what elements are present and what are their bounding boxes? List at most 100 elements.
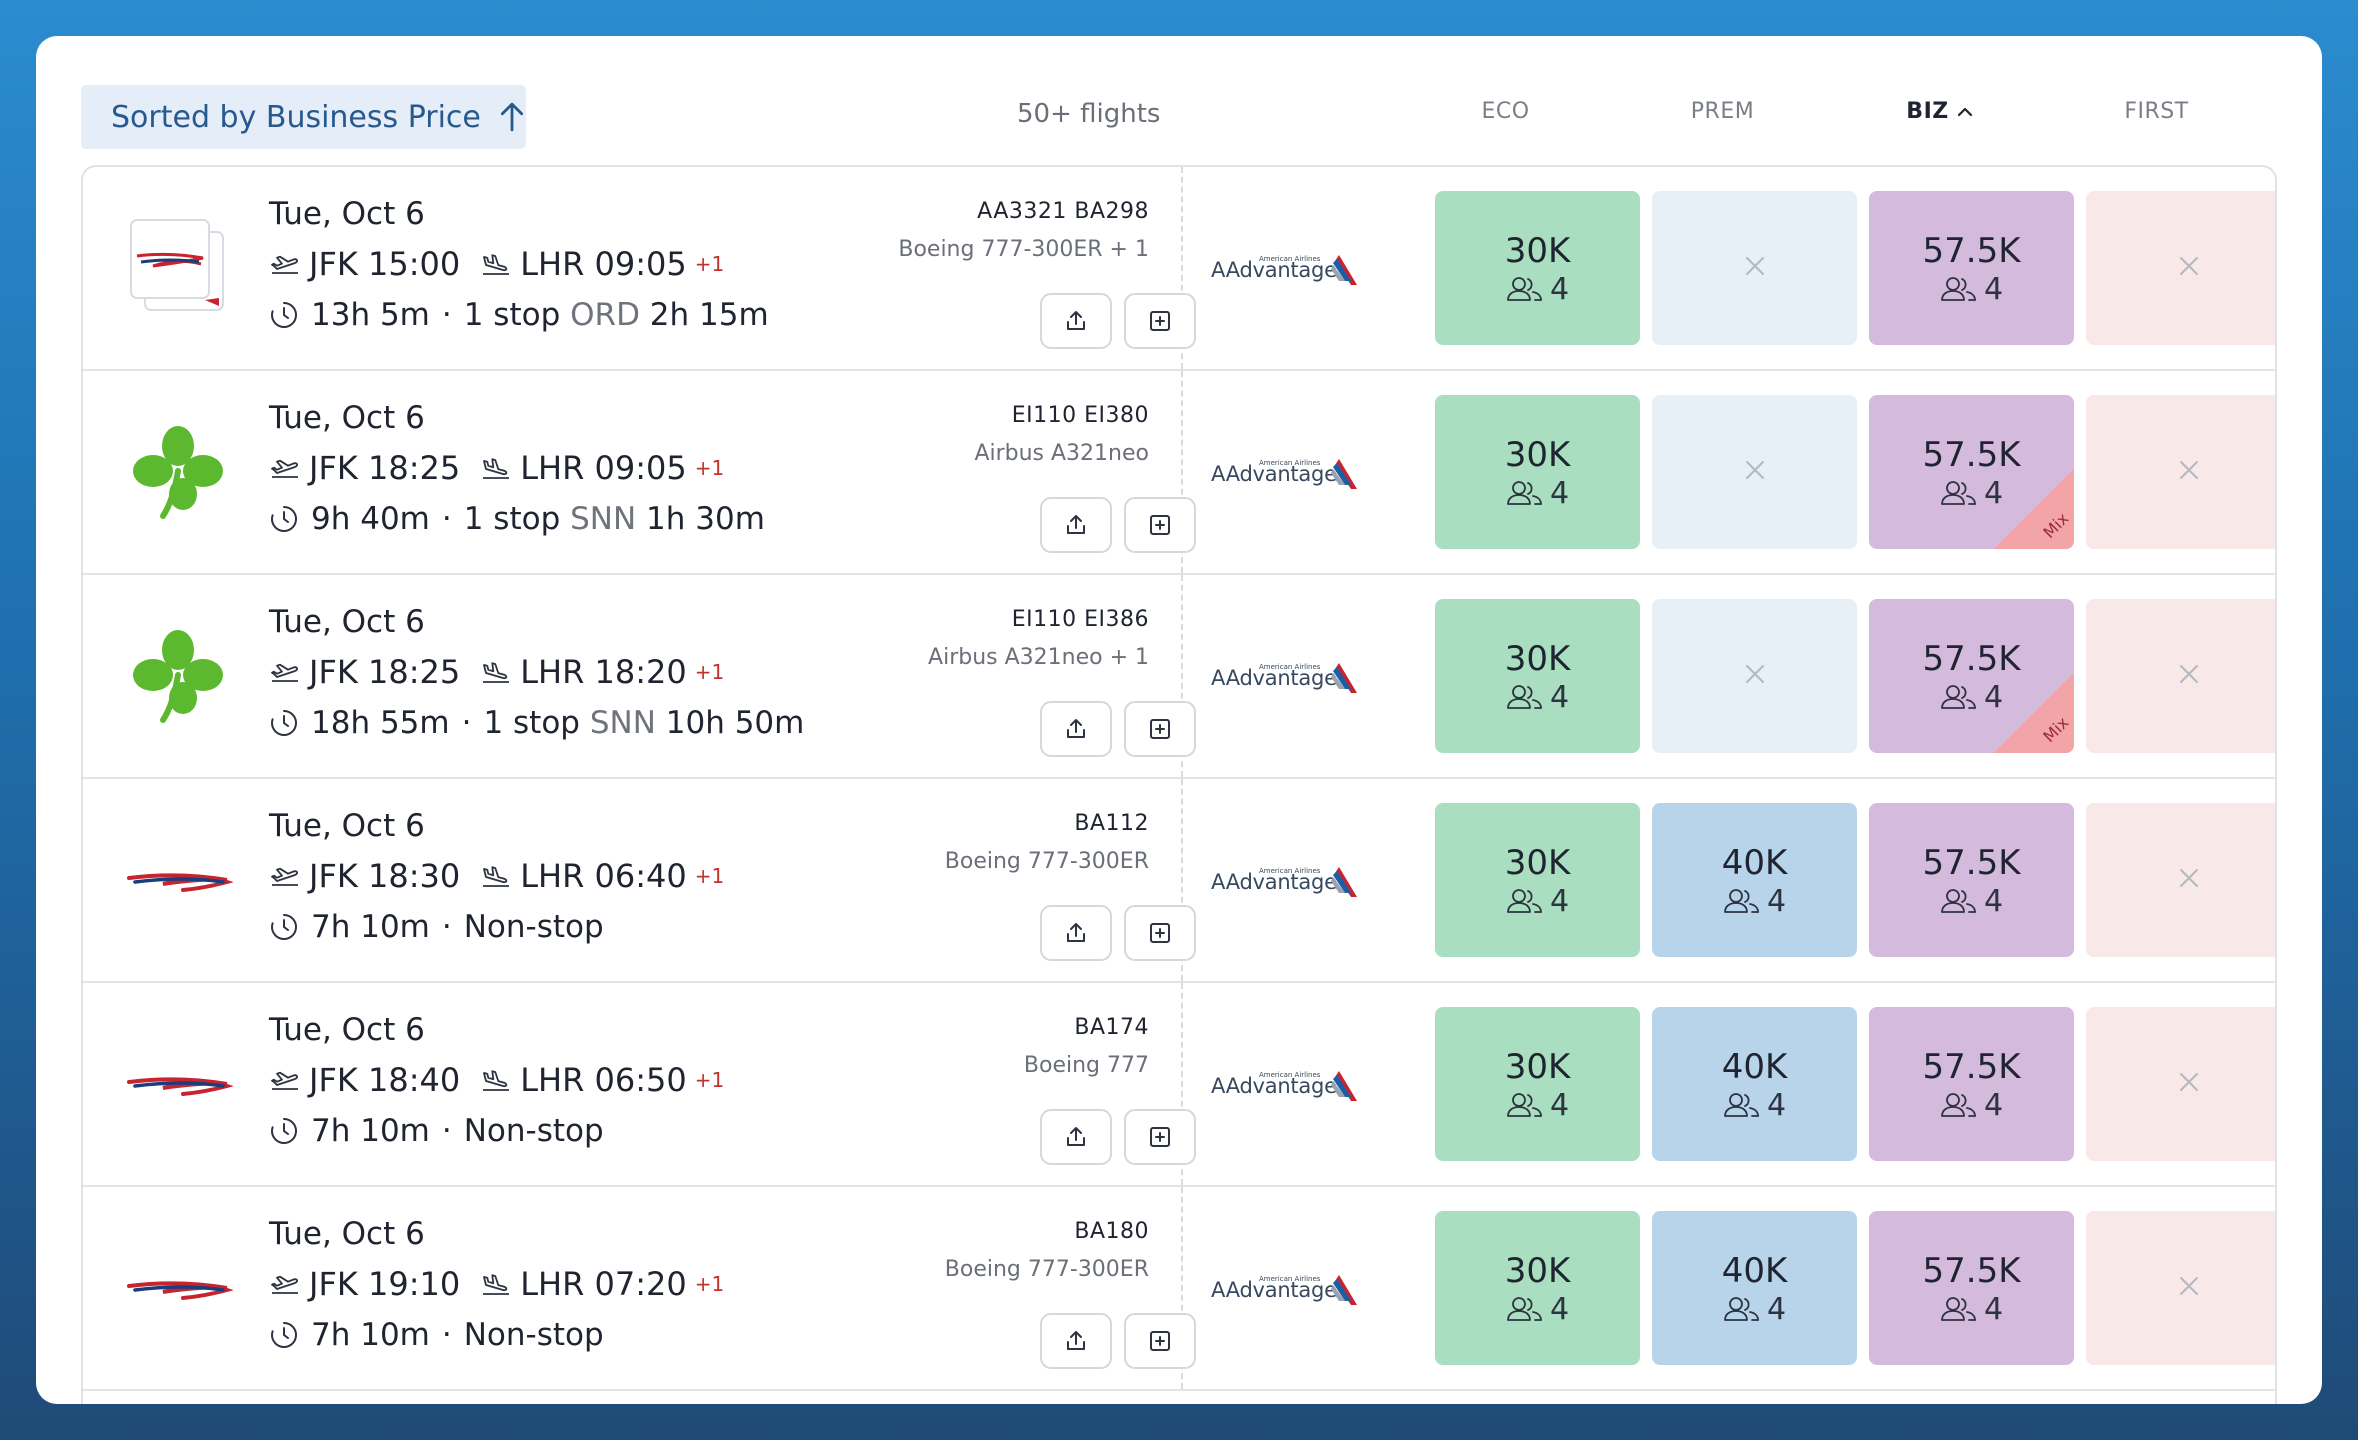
share-button[interactable] [1040, 905, 1112, 961]
aircraft-type: Boeing 777-300ER [944, 1257, 1149, 1282]
cabin-first[interactable] [2086, 1007, 2275, 1161]
share-button[interactable] [1040, 701, 1112, 757]
departure-time: 19:10 [368, 1265, 461, 1303]
stop-airport: SNN [570, 501, 637, 537]
arrival-airport: LHR [520, 1061, 585, 1099]
cabin-first[interactable] [2086, 395, 2275, 549]
sort-button[interactable]: Sorted by Business Price [81, 85, 526, 149]
stops: 1 stop [483, 705, 580, 741]
program-name: AAdvantage [1211, 1074, 1337, 1098]
program-name: AAdvantage [1211, 1278, 1337, 1302]
departure-time: 18:25 [368, 653, 461, 691]
departure-time: 18:25 [368, 449, 461, 487]
add-button[interactable] [1124, 1313, 1196, 1369]
column-prem[interactable]: PREM [1690, 99, 1755, 124]
cabin-eco[interactable]: 30K 4 [1435, 1211, 1640, 1365]
duration: 7h 10m [311, 909, 430, 945]
flight-row[interactable]: Tue, Oct 6 JFK 19:10 LHR 07:20 +1 7h 10m ·… [83, 1187, 2275, 1391]
column-first[interactable]: FIRST [2124, 99, 2189, 124]
row-divider [1181, 779, 1183, 981]
people-icon [1724, 889, 1759, 913]
cabin-eco[interactable]: 30K 4 [1435, 1007, 1640, 1161]
seat-count: 4 [1549, 883, 1570, 919]
departure-airport: JFK [309, 1265, 358, 1303]
cabin-biz[interactable]: 57.5K 4 [1869, 803, 2074, 957]
cabin-prem[interactable] [1652, 191, 1857, 345]
cabin-first[interactable] [2086, 191, 2275, 345]
flight-date: Tue, Oct 6 [269, 604, 425, 640]
departure-airport: JFK [309, 1061, 358, 1099]
cabin-biz[interactable]: 57.5K4Mix [1869, 395, 2074, 549]
cabin-eco[interactable]: 30K 4 [1435, 599, 1640, 753]
cabin-biz[interactable]: 57.5K4Mix [1869, 599, 2074, 753]
cabin-eco[interactable]: 30K 4 [1435, 191, 1640, 345]
flight-times: JFK 18:25 LHR 18:20 +1 [269, 653, 724, 691]
aircraft-type: Airbus A321neo + 1 [928, 645, 1149, 670]
cabin-first[interactable] [2086, 599, 2275, 753]
flight-date: Tue, Oct 6 [269, 808, 425, 844]
cabin-biz[interactable]: 57.5K 4 [1869, 1007, 2074, 1161]
mix-badge: Mix [1994, 469, 2074, 549]
column-eco[interactable]: ECO [1481, 99, 1530, 124]
airline-logo [123, 1232, 234, 1342]
flight-times: JFK 19:10 LHR 07:20 +1 [269, 1265, 724, 1303]
share-button[interactable] [1040, 1109, 1112, 1165]
flight-row[interactable]: Tue, Oct 6 JFK 15:00 LHR 09:05 +1 13h 5m ·… [83, 167, 2275, 371]
cabin-biz[interactable]: 57.5K 4 [1869, 1211, 2074, 1365]
share-button[interactable] [1040, 1313, 1112, 1369]
flight-count: 50+ flights [1017, 99, 1161, 129]
flight-duration: 13h 5m · 1 stop ORD 2h 15m [269, 297, 769, 333]
duration: 7h 10m [311, 1113, 430, 1149]
cabin-prem[interactable] [1652, 599, 1857, 753]
cabin-eco[interactable]: 30K 4 [1435, 803, 1640, 957]
unavailable [2178, 255, 2200, 281]
cabin-prem[interactable] [1652, 395, 1857, 549]
seat-count: 4 [1549, 271, 1570, 307]
arrival-airport: LHR [520, 857, 585, 895]
flight-row[interactable]: Tue, Oct 6 JFK 18:40 LHR 06:50 +1 7h 10m ·… [83, 983, 2275, 1187]
cabin-prem[interactable]: 40K 4 [1652, 803, 1857, 957]
departure-time: 18:40 [368, 1061, 461, 1099]
cabin-prem[interactable]: 40K 4 [1652, 1211, 1857, 1365]
arrow-up-icon [500, 102, 523, 132]
stops: Non-stop [463, 1317, 604, 1353]
price: 57.5K [1922, 638, 2021, 679]
stop-airport: SNN [589, 705, 656, 741]
cabin-biz[interactable]: 57.5K 4 [1869, 191, 2074, 345]
add-button[interactable] [1124, 701, 1196, 757]
add-button[interactable] [1124, 293, 1196, 349]
arrival-time: 07:20 [594, 1265, 687, 1303]
cabin-first[interactable] [2086, 803, 2275, 957]
cabin-prem[interactable]: 40K 4 [1652, 1007, 1857, 1161]
duration: 9h 40m [311, 501, 430, 537]
seats: 4 [1940, 1292, 2003, 1327]
add-button[interactable] [1124, 1109, 1196, 1165]
cabin-first[interactable] [2086, 1211, 2275, 1365]
share-button[interactable] [1040, 497, 1112, 553]
column-biz[interactable]: BIZ [1837, 99, 2042, 124]
seat-count: 4 [1549, 1291, 1570, 1327]
day-offset: +1 [694, 1068, 725, 1092]
speedmarque-logo-icon [127, 873, 234, 892]
shamrock-logo-icon [133, 426, 223, 519]
seat-count: 4 [1766, 883, 1787, 919]
unavailable [2178, 867, 2200, 893]
add-button[interactable] [1124, 905, 1196, 961]
flight-row[interactable]: Tue, Oct 6 JFK 18:25 LHR 09:05 +1 9h 40m ·… [83, 371, 2275, 575]
departure-airport: JFK [309, 857, 358, 895]
row-divider [1181, 575, 1183, 777]
flight-row[interactable]: Tue, Oct 6 JFK 18:30 LHR 06:40 +1 7h 10m ·… [83, 779, 2275, 983]
add-button[interactable] [1124, 497, 1196, 553]
flight-date: Tue, Oct 6 [269, 1012, 425, 1048]
departure-time: 15:00 [368, 245, 461, 283]
departure-airport: JFK [309, 653, 358, 691]
share-button[interactable] [1040, 293, 1112, 349]
cabin-eco[interactable]: 30K 4 [1435, 395, 1640, 549]
close-icon [2179, 257, 2198, 275]
program-logo: American Airlines AAdvantage [1211, 455, 1371, 495]
flight-row[interactable]: Tue, Oct 6 JFK 18:25 LHR 18:20 +1 18h 55m… [83, 575, 2275, 779]
flight-times: JFK 18:30 LHR 06:40 +1 [269, 857, 724, 895]
aircraft-type: Boeing 777 [1023, 1053, 1149, 1078]
stop-airport: ORD [570, 297, 640, 333]
close-icon [2179, 461, 2198, 479]
